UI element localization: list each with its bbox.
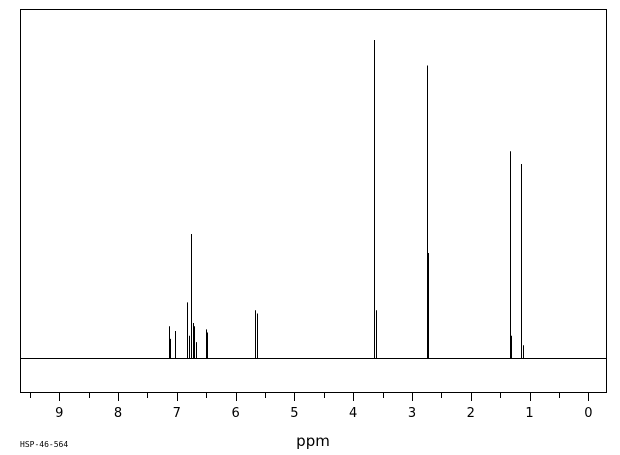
tick-label-4: 4 xyxy=(349,406,357,421)
tick-label-2: 2 xyxy=(467,406,475,421)
plot-frame xyxy=(20,9,607,393)
tick-label-0: 0 xyxy=(584,406,592,421)
tick-label-7: 7 xyxy=(173,406,181,421)
x-axis-tick-labels: 9 8 7 6 5 4 3 2 1 0 xyxy=(55,406,592,421)
footer-code: HSP-46-564 xyxy=(20,440,68,449)
tick-label-5: 5 xyxy=(290,406,298,421)
tick-label-1: 1 xyxy=(525,406,533,421)
tick-label-3: 3 xyxy=(408,406,416,421)
x-axis-title: ppm xyxy=(296,432,330,450)
tick-label-9: 9 xyxy=(55,406,63,421)
peak-series xyxy=(169,40,524,358)
tick-label-6: 6 xyxy=(231,406,239,421)
tick-label-8: 8 xyxy=(114,406,122,421)
x-axis-ticks xyxy=(30,393,589,401)
